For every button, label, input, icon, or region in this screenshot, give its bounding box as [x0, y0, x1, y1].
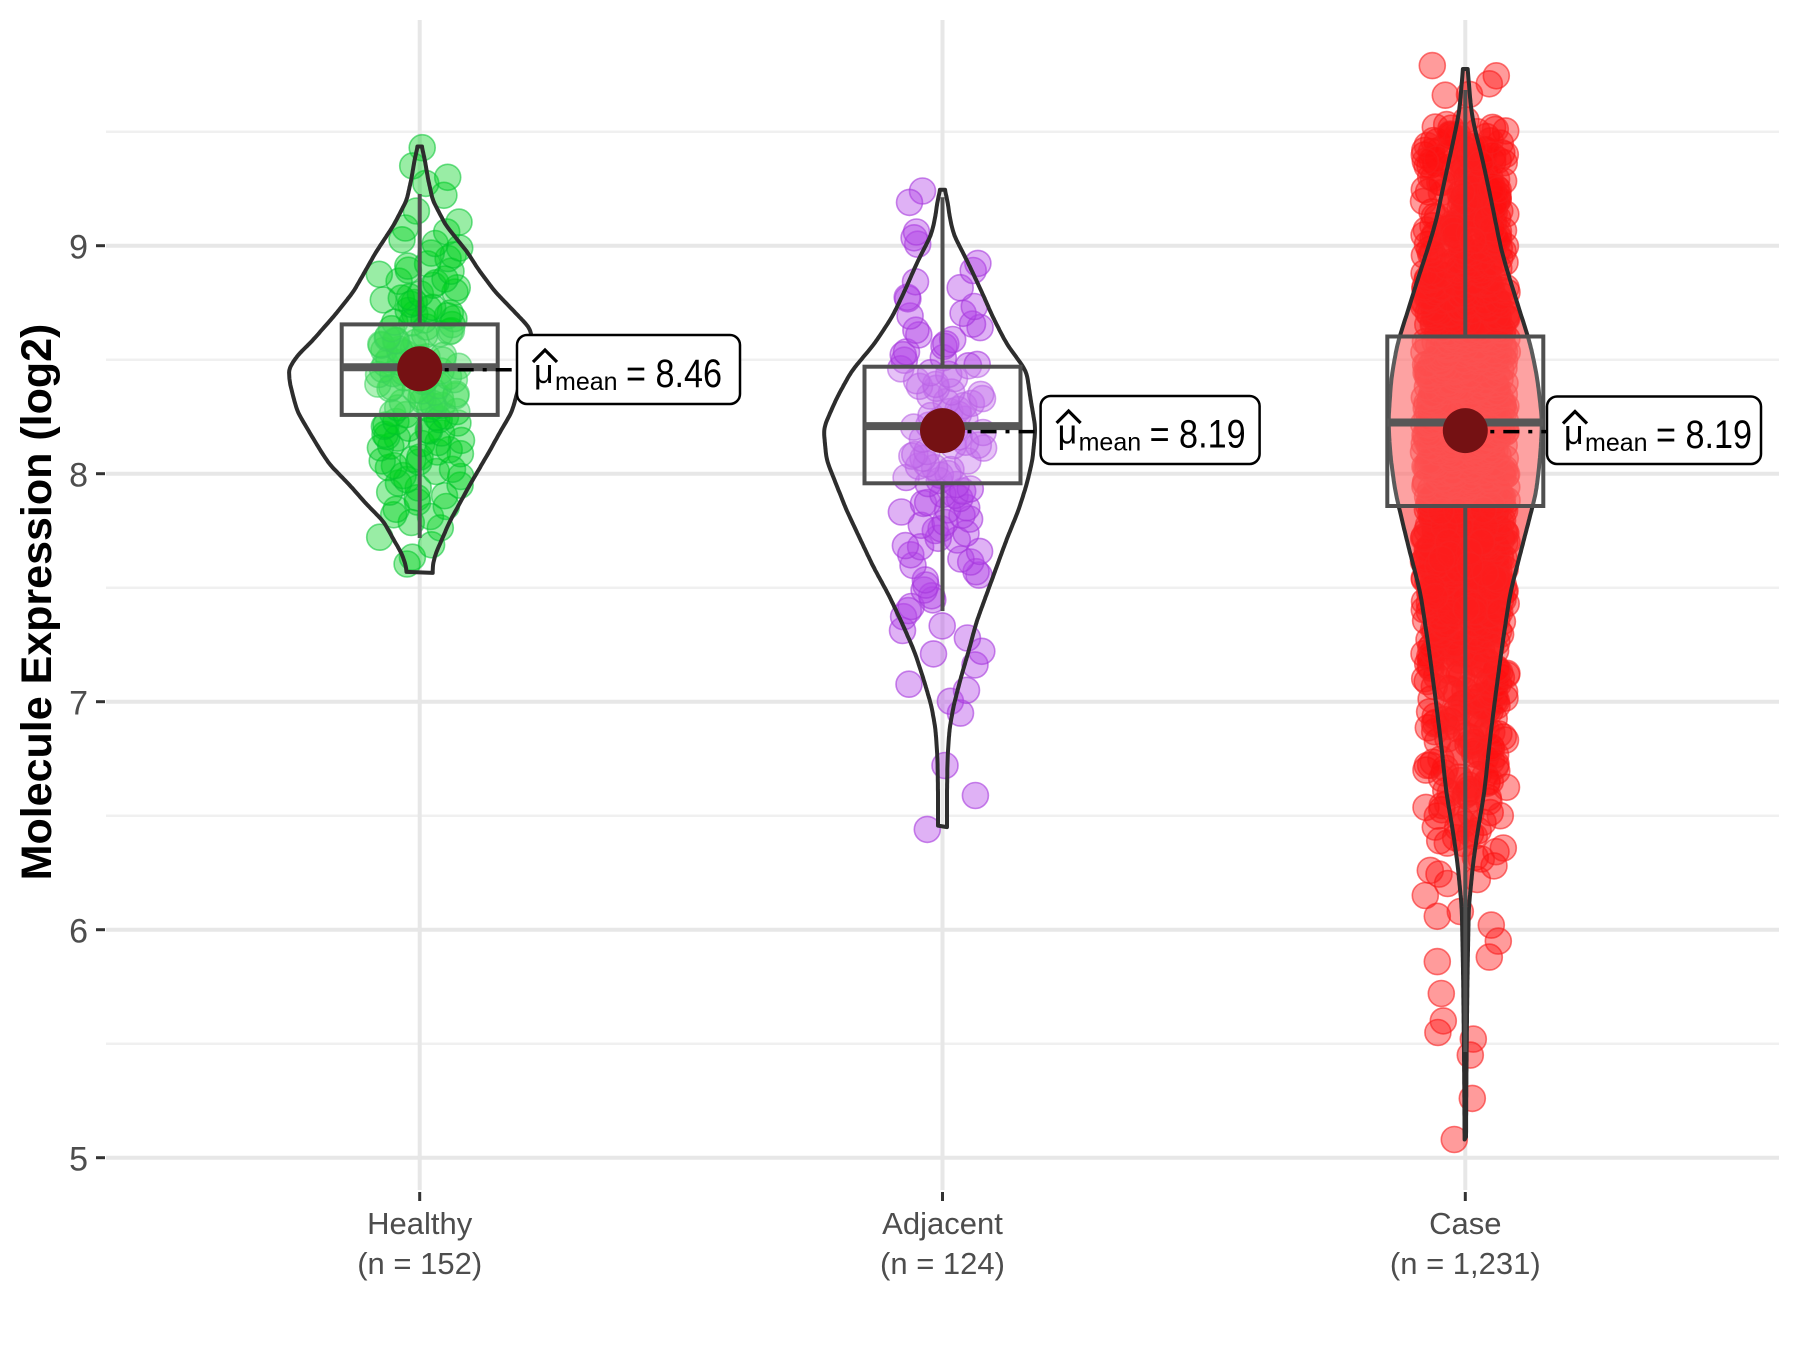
svg-text:Healthy: Healthy: [367, 1206, 473, 1241]
svg-text:7: 7: [69, 685, 88, 723]
svg-text:(n = 1,231): (n = 1,231): [1390, 1246, 1541, 1281]
svg-text:Adjacent: Adjacent: [882, 1206, 1003, 1241]
svg-text:μ: μ: [534, 353, 554, 391]
svg-text:6: 6: [69, 913, 88, 951]
svg-text:= 8.46: = 8.46: [626, 352, 722, 396]
svg-text:mean: mean: [1585, 429, 1648, 457]
svg-text:(n = 124): (n = 124): [880, 1246, 1005, 1281]
svg-text:5: 5: [69, 1141, 88, 1179]
svg-text:= 8.19: = 8.19: [1656, 413, 1752, 457]
svg-text:= 8.19: = 8.19: [1150, 413, 1246, 457]
svg-text:(n = 152): (n = 152): [357, 1246, 482, 1281]
svg-text:Molecule Expression (log2): Molecule Expression (log2): [13, 324, 61, 881]
svg-text:μ: μ: [1058, 414, 1078, 452]
svg-text:μ: μ: [1564, 414, 1584, 452]
svg-text:8: 8: [69, 457, 88, 495]
svg-text:9: 9: [69, 229, 88, 267]
svg-text:mean: mean: [555, 368, 618, 396]
svg-text:mean: mean: [1079, 429, 1142, 457]
svg-text:Case: Case: [1429, 1206, 1501, 1241]
